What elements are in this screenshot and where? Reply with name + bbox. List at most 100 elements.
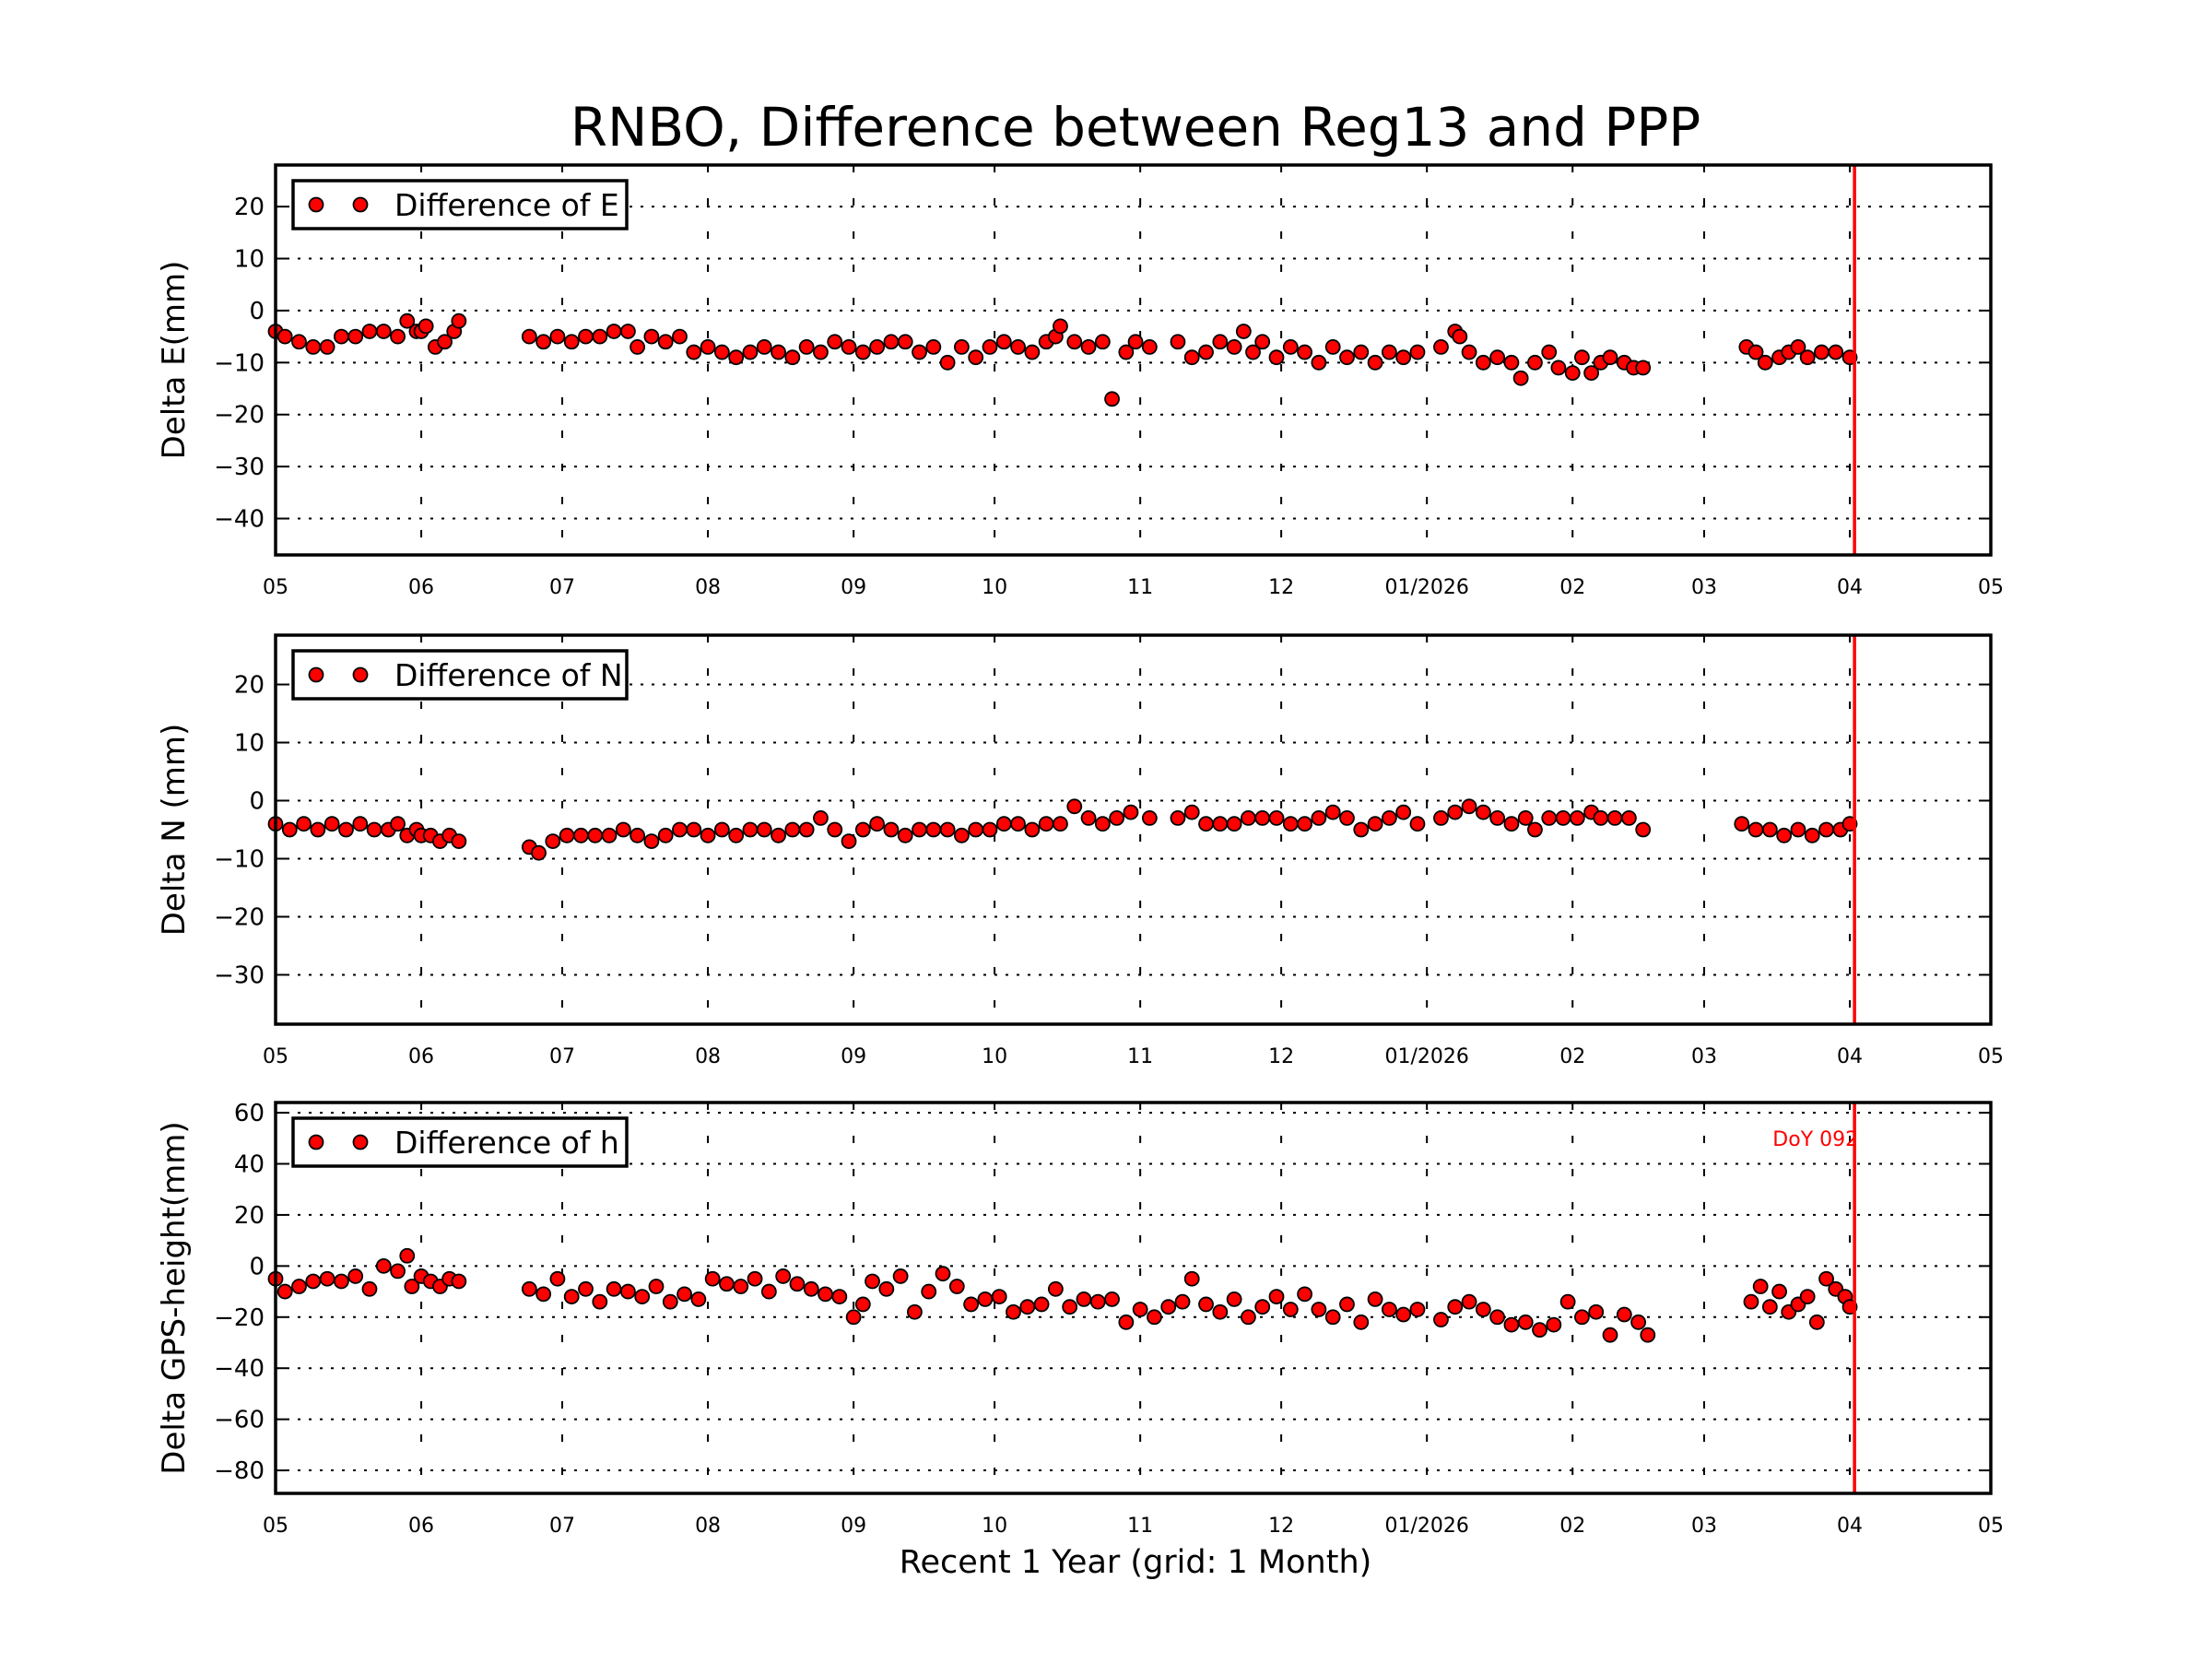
data-point (549, 1270, 566, 1287)
data-point (1559, 1293, 1576, 1310)
data-point (1282, 1302, 1299, 1317)
data-point (1799, 1289, 1816, 1305)
data-point (305, 338, 322, 355)
y-tick-label: −40 (214, 506, 265, 534)
x-tick-label: 04 (1837, 1515, 1863, 1538)
data-point (1076, 1291, 1092, 1307)
data-point (338, 821, 354, 838)
legend-marker (308, 666, 324, 683)
data-point (1311, 354, 1327, 371)
x-tick-label: 02 (1559, 1045, 1585, 1068)
x-tick-label: 05 (1978, 1515, 2004, 1538)
data-point (1381, 810, 1397, 826)
data-point (310, 821, 326, 838)
data-point (578, 1280, 594, 1297)
data-point (1588, 1303, 1605, 1320)
data-point (1198, 816, 1214, 832)
data-point (1160, 1299, 1177, 1315)
data-point (1640, 1327, 1656, 1343)
data-point (1621, 810, 1637, 826)
data-point (1183, 1270, 1200, 1287)
data-point (1226, 816, 1242, 832)
x-tick-label: 11 (1127, 1515, 1153, 1538)
x-tick-label: 10 (982, 1045, 1007, 1068)
y-tick-label: −30 (214, 454, 265, 481)
data-point (968, 821, 984, 838)
data-point (818, 1286, 833, 1303)
data-point (912, 821, 927, 838)
data-point (1226, 1291, 1242, 1307)
data-point (1799, 349, 1816, 366)
data-point (813, 810, 829, 826)
data-point (451, 1273, 467, 1290)
legend: Difference of N (291, 649, 629, 701)
data-point (1461, 1293, 1477, 1310)
data-point (1010, 816, 1026, 832)
data-point (1311, 810, 1327, 826)
legend-marker (308, 1134, 324, 1150)
data-point (657, 827, 674, 843)
data-point (1226, 338, 1242, 355)
data-point (1038, 816, 1054, 832)
data-point (1094, 816, 1111, 832)
data-point (1212, 334, 1229, 350)
y-tick-label: 0 (249, 298, 265, 325)
data-point (1241, 810, 1256, 826)
data-point (883, 821, 900, 838)
data-point (845, 1309, 862, 1326)
data-point (1747, 821, 1764, 838)
data-point (634, 1289, 651, 1305)
data-point (324, 816, 340, 832)
data-point (592, 328, 608, 345)
data-point (995, 334, 1012, 350)
x-tick-label: 11 (1127, 576, 1153, 599)
data-point (1174, 1293, 1191, 1310)
data-point (1268, 1289, 1285, 1305)
x-tick-label: 08 (695, 576, 721, 599)
data-point (700, 338, 716, 355)
data-point (1339, 349, 1355, 366)
data-point (531, 844, 547, 861)
data-point (700, 827, 716, 843)
data-point (803, 1280, 819, 1297)
data-point (1268, 349, 1285, 366)
data-point (1734, 816, 1750, 832)
data-point (1790, 821, 1806, 838)
y-tick-label: −10 (214, 845, 265, 873)
data-point (1475, 804, 1491, 820)
data-point (276, 328, 293, 345)
data-point (756, 338, 772, 355)
data-point (690, 1291, 707, 1307)
data-point (1367, 1291, 1383, 1307)
data-point (1080, 338, 1097, 355)
data-point (1109, 810, 1125, 826)
data-point (1132, 1302, 1148, 1317)
data-point (1104, 391, 1120, 407)
data-point (1019, 1299, 1036, 1315)
y-tick-label: −20 (214, 402, 265, 430)
data-point (1635, 360, 1652, 376)
data-point (686, 344, 702, 360)
panel-1: 20 10 0 −10 −20 −30 −40 05 06 07 08 09 10 11 12 01/2026… (156, 163, 2004, 599)
data-point (521, 328, 537, 345)
data-point (1062, 1299, 1078, 1315)
data-point (1006, 1303, 1021, 1320)
data-point (1503, 1316, 1520, 1333)
data-point (291, 1279, 307, 1294)
x-tick-label: 02 (1559, 576, 1585, 599)
data-point (954, 338, 970, 355)
data-point (1527, 821, 1543, 838)
x-tick-label: 10 (982, 576, 1007, 599)
data-point (1089, 1293, 1106, 1310)
data-point (1010, 338, 1026, 355)
data-point (1297, 344, 1312, 360)
y-tick-label: 20 (234, 1202, 265, 1230)
data-point (963, 1296, 979, 1313)
data-point (347, 328, 364, 345)
data-point (771, 344, 786, 360)
data-point (1616, 1306, 1632, 1323)
data-point (1183, 804, 1200, 820)
data-point (437, 334, 453, 350)
data-point (1489, 349, 1506, 366)
